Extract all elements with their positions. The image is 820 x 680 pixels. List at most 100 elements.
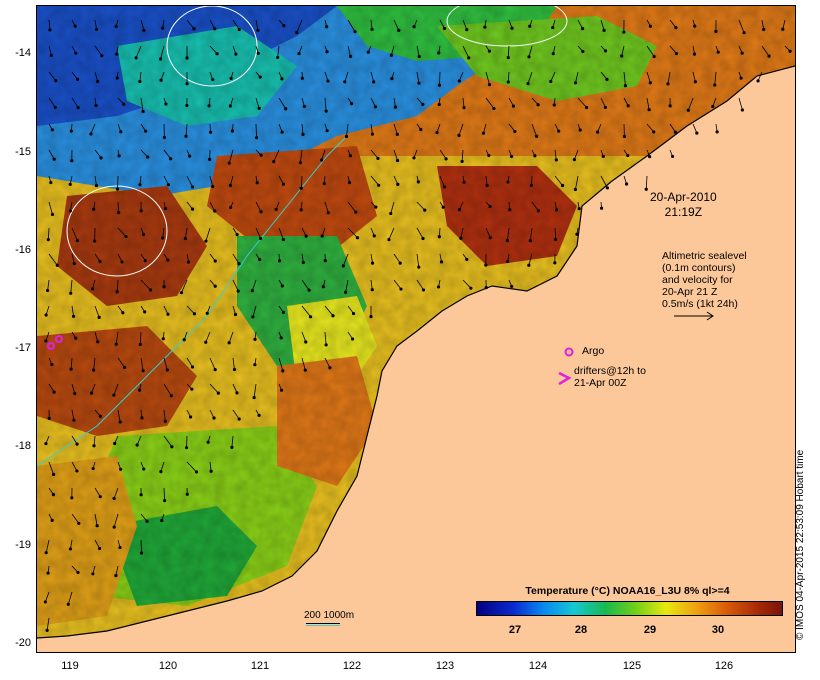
velocity-arrow-head: [536, 103, 540, 107]
velocity-arrow-head: [192, 27, 196, 31]
velocity-arrow-head: [372, 234, 376, 238]
velocity-arrow-head: [510, 26, 514, 30]
velocity-arrow-head: [142, 467, 146, 471]
velocity-arrow-head: [788, 49, 792, 53]
velocity-arrow-head: [259, 236, 263, 241]
velocity-arrow-head: [75, 442, 79, 446]
velocity-arrow-head: [76, 570, 80, 575]
velocity-arrow-head: [281, 182, 286, 186]
x-tick: 125: [622, 660, 642, 672]
velocity-arrow: [71, 461, 78, 472]
velocity-arrow: [117, 357, 125, 368]
velocity-arrow-head: [441, 205, 445, 209]
velocity-arrow-head: [44, 339, 48, 343]
velocity-arrow-head: [353, 30, 357, 34]
velocity-arrow-head: [389, 53, 393, 57]
velocity-arrow: [232, 253, 240, 264]
velocity-arrows: [43, 19, 792, 632]
velocity-arrow-head: [159, 78, 163, 82]
velocity-arrow: [209, 45, 218, 54]
y-tick: -19: [15, 539, 31, 551]
velocity-arrow-head: [213, 368, 217, 372]
velocity-arrow-head: [49, 180, 53, 185]
velocity-arrow-head: [94, 27, 99, 32]
velocity-arrow-head: [376, 156, 380, 160]
velocity-arrow-head: [578, 128, 582, 132]
velocity-arrow: [113, 383, 119, 396]
velocity-arrow: [301, 305, 311, 318]
velocity-arrow-head: [527, 55, 531, 59]
velocity-arrow-head: [235, 233, 239, 237]
velocity-arrow-head: [46, 238, 50, 242]
velocity-arrow-head: [303, 368, 307, 372]
velocity-arrow-head: [89, 391, 94, 395]
velocity-arrow: [370, 279, 373, 290]
velocity-arrow-head: [348, 54, 353, 58]
velocity-arrow: [577, 97, 587, 108]
velocity-arrow-head: [417, 81, 421, 85]
velocity-arrow-head: [213, 27, 217, 31]
observation-date: 20-Apr-2010: [650, 190, 717, 204]
velocity-arrow-head: [506, 259, 510, 264]
velocity-arrow-head: [648, 24, 653, 28]
velocity-arrow-head: [437, 51, 441, 55]
velocity-arrow: [439, 149, 447, 160]
velocity-arrow-head: [396, 182, 400, 186]
velocity-arrow-head: [284, 107, 288, 111]
velocity-arrow-head: [205, 311, 209, 315]
colorbar-tick: 30: [711, 624, 725, 636]
velocity-arrow-head: [184, 134, 188, 138]
velocity-arrow: [113, 487, 119, 499]
velocity-arrow-head: [209, 469, 213, 473]
velocity-arrow-head: [179, 291, 184, 295]
velocity-arrow: [163, 149, 171, 159]
velocity-arrow-head: [112, 393, 116, 397]
velocity-arrow-head: [170, 445, 174, 449]
velocity-arrow-head: [648, 155, 652, 159]
velocity-arrow-head: [674, 25, 678, 30]
velocity-arrow-head: [185, 82, 189, 86]
velocity-arrow-head: [233, 312, 238, 317]
velocity-arrow-head: [211, 78, 215, 82]
velocity-arrow-head: [92, 444, 96, 448]
velocity-arrow-head: [258, 75, 262, 79]
velocity-arrow: [388, 227, 395, 240]
velocity-arrow-head: [146, 155, 150, 159]
altimetry-note-line: (0.1m contours): [662, 262, 736, 274]
velocity-arrow-head: [536, 209, 540, 213]
velocity-arrow: [393, 19, 400, 31]
velocity-arrow: [278, 227, 284, 240]
y-tick: -16: [15, 244, 31, 256]
velocity-arrow-head: [457, 208, 462, 212]
velocity-arrow: [94, 539, 100, 549]
velocity-arrow-head: [256, 28, 260, 32]
velocity-arrow-head: [52, 390, 56, 394]
velocity-arrow: [461, 149, 464, 162]
velocity-arrow-head: [237, 417, 241, 421]
velocity-arrow: [232, 409, 240, 420]
x-tick: 123: [435, 660, 455, 672]
y-tick: -17: [15, 342, 31, 354]
velocity-arrow-head: [551, 52, 555, 56]
velocity-arrow-head: [279, 388, 284, 392]
velocity-arrow: [228, 149, 234, 164]
velocity-arrow: [528, 45, 533, 57]
velocity-arrow-head: [166, 183, 170, 187]
velocity-arrow: [324, 331, 327, 345]
argo-floats: [47, 335, 574, 357]
velocity-arrow-head: [781, 27, 785, 31]
x-tick: 119: [61, 660, 79, 672]
velocity-arrow-head: [373, 105, 378, 109]
velocity-arrow-head: [186, 260, 191, 264]
velocity-arrow-head: [95, 524, 99, 528]
velocity-arrow: [347, 201, 357, 213]
velocity-arrow-head: [304, 340, 308, 344]
velocity-arrow-head: [557, 129, 561, 133]
velocity-arrow: [232, 383, 238, 394]
velocity-arrow-head: [69, 129, 73, 133]
velocity-arrow: [181, 279, 188, 293]
velocity-arrow-head: [139, 209, 143, 213]
velocity-arrow: [347, 45, 351, 57]
velocity-arrow-head: [355, 236, 360, 240]
velocity-arrow: [136, 435, 142, 446]
